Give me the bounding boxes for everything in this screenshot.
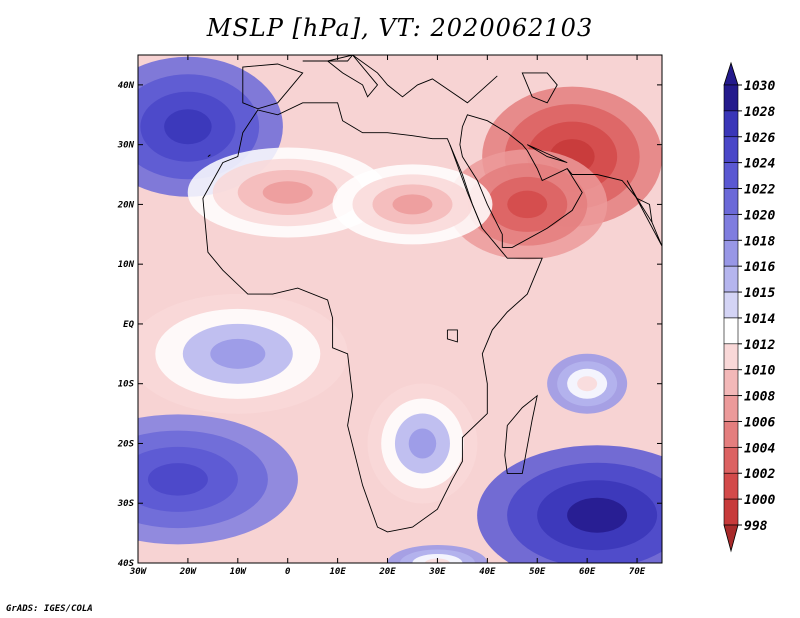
colorbar-label: 1008 bbox=[744, 390, 775, 405]
colorbar-swatch bbox=[723, 214, 739, 241]
lat-tick-label: 20N bbox=[117, 200, 135, 210]
pressure-contour-9-1 bbox=[210, 338, 266, 369]
pressure-contour-2-1 bbox=[567, 497, 628, 533]
pressure-contour-6-1 bbox=[392, 194, 433, 215]
lon-tick-label: 10E bbox=[329, 567, 346, 577]
lat-tick-label: 20S bbox=[117, 439, 135, 449]
colorbar-label: 1022 bbox=[744, 183, 775, 198]
colorbar-swatch bbox=[723, 343, 739, 371]
coastline-europe-south bbox=[302, 55, 498, 104]
colorbar-swatch bbox=[723, 265, 739, 293]
pressure-field bbox=[138, 56, 662, 563]
colorbar-label: 1028 bbox=[744, 105, 775, 120]
colorbar-label: 1024 bbox=[744, 157, 775, 172]
coastline-lake-victoria bbox=[446, 329, 458, 343]
coastline-arabia bbox=[459, 114, 583, 248]
lat-tick-label: 40N bbox=[118, 81, 135, 91]
lon-tick-label: 30E bbox=[428, 567, 446, 577]
colorbar-swatch bbox=[723, 136, 739, 163]
lat-axis: 40N 30N 20N 10N EQ 10S 20S 30S 40S bbox=[117, 81, 662, 569]
colorbar-swatch bbox=[723, 472, 739, 500]
map-plot-area bbox=[138, 55, 662, 563]
colorbar-label: 1000 bbox=[744, 493, 775, 508]
colorbar-label: 1010 bbox=[744, 364, 775, 379]
colorbar-label: 1006 bbox=[744, 415, 775, 430]
lon-axis: 30W 20W 10W 0 10E 20E 30E 40E 50E 60E 70E bbox=[129, 55, 646, 577]
lat-tick-label: 40S bbox=[118, 559, 135, 569]
colorbar-top-arrow bbox=[723, 61, 739, 86]
colorbar-swatch bbox=[723, 188, 739, 215]
pressure-contour-1-1 bbox=[147, 463, 208, 496]
lon-tick-label: 60E bbox=[579, 567, 596, 577]
colorbar-label: 1014 bbox=[744, 312, 775, 327]
colorbar-swatch bbox=[723, 369, 739, 396]
colorbar-swatch bbox=[723, 162, 739, 189]
lon-tick-label: 20W bbox=[179, 567, 198, 577]
colorbar-label: 1004 bbox=[744, 441, 775, 456]
colorbar-bottom-arrow bbox=[723, 524, 739, 553]
lat-tick-label: 30S bbox=[117, 499, 135, 509]
grads-credit: GrADS: IGES/COLA bbox=[6, 604, 93, 614]
lon-tick-label: 30W bbox=[129, 567, 148, 577]
lon-tick-label: 0 bbox=[285, 567, 291, 577]
coastline-madagascar bbox=[504, 394, 538, 474]
pressure-contour-10-1 bbox=[577, 376, 598, 392]
map-frame bbox=[137, 54, 663, 564]
colorbar-label: 1016 bbox=[744, 260, 775, 275]
coastline bbox=[202, 55, 662, 533]
lat-tick-label: 30N bbox=[117, 141, 135, 151]
coastline-gulf-coast bbox=[566, 168, 653, 223]
colorbar-label: 998 bbox=[744, 519, 768, 534]
colorbar-label: 1002 bbox=[744, 467, 775, 482]
lon-tick-label: 70E bbox=[629, 567, 646, 577]
lon-tick-label: 10W bbox=[230, 567, 248, 577]
chart-title: MSLP [hPa], VT: 2020062103 bbox=[206, 14, 594, 42]
lat-tick-label: EQ bbox=[123, 320, 134, 330]
coastline-persian bbox=[527, 144, 568, 164]
lat-tick-label: 10N bbox=[118, 260, 135, 270]
coastline-canaries bbox=[207, 154, 211, 157]
colorbar-swatch bbox=[723, 110, 739, 138]
colorbar-swatch bbox=[723, 421, 739, 448]
coastline-caspian bbox=[521, 72, 558, 104]
pressure-contour-7-1 bbox=[408, 428, 437, 459]
colorbar: 1030 1028 1026 1024 1022 1020 1018 1016 1015 1014… bbox=[723, 61, 775, 553]
colorbar-swatch bbox=[723, 317, 739, 345]
coastline-italy bbox=[326, 55, 379, 98]
colorbar-label: 1015 bbox=[744, 286, 775, 301]
colorbar-label: 1012 bbox=[744, 338, 775, 353]
lon-tick-label: 50E bbox=[529, 567, 546, 577]
colorbar-label: 1020 bbox=[744, 208, 775, 223]
lon-tick-label: 40E bbox=[479, 567, 496, 577]
pressure-contour-5-1 bbox=[262, 181, 313, 204]
coastline-red-sea-w bbox=[449, 144, 483, 229]
colorbar-label: 1018 bbox=[744, 234, 775, 249]
pressure-contour-0-1 bbox=[164, 109, 212, 145]
pressure-contour-4-1 bbox=[507, 190, 548, 219]
coastline-iberia bbox=[242, 63, 304, 110]
coastline-africa bbox=[202, 102, 543, 533]
coastline-india bbox=[626, 180, 662, 247]
colorbar-swatch bbox=[723, 84, 739, 112]
lat-tick-label: 10S bbox=[118, 380, 135, 390]
colorbar-swatch bbox=[723, 239, 739, 267]
colorbar-swatch bbox=[723, 291, 739, 319]
colorbar-swatch bbox=[723, 498, 739, 526]
colorbar-label: 1026 bbox=[744, 131, 775, 146]
colorbar-label: 1030 bbox=[744, 79, 775, 94]
colorbar-swatch bbox=[723, 395, 739, 422]
colorbar-swatch bbox=[723, 447, 739, 474]
lon-tick-label: 20E bbox=[378, 567, 396, 577]
